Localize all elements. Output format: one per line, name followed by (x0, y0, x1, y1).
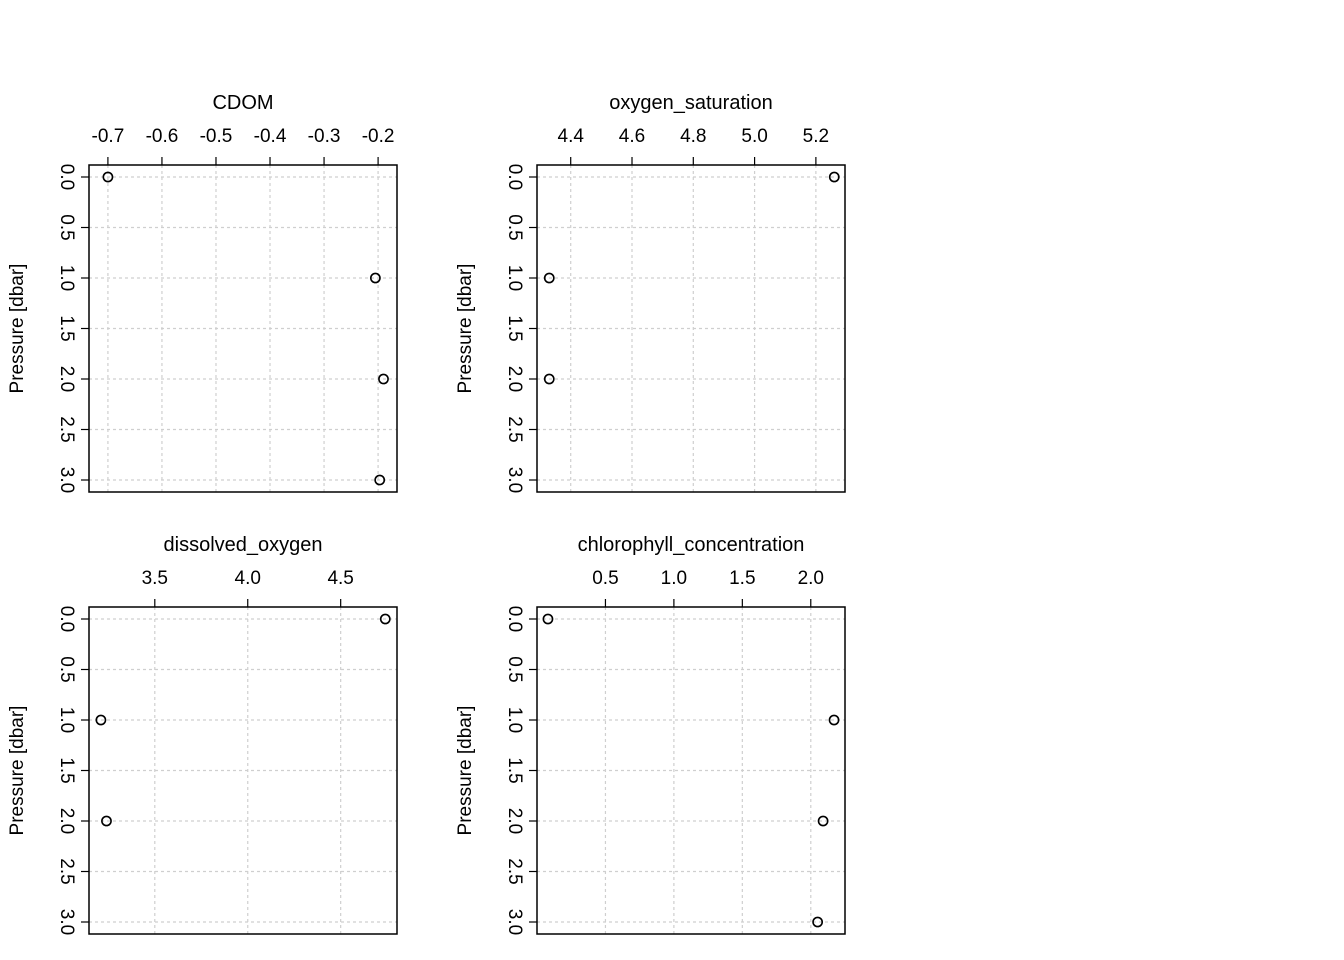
x-tick-label: 5.0 (741, 126, 767, 147)
y-tick-label: 0.5 (504, 656, 525, 682)
y-tick-label: 1.5 (56, 315, 77, 341)
y-tick-label: 1.0 (504, 265, 525, 291)
data-point (828, 714, 840, 726)
y-tick-label: 0.0 (504, 164, 525, 190)
x-tick-label: 4.0 (235, 568, 261, 589)
y-tick-label: 1.0 (56, 707, 77, 733)
data-point (102, 171, 114, 183)
panel-2: 4.4 4.6 4.8 5.0 5.2 0.0 0.5 1.0 1.5 2.0 2.5 3.0 oxyg… (455, 92, 846, 493)
y-tick-label: 1.5 (504, 757, 525, 783)
panel-title: dissolved_oxygen (164, 534, 323, 556)
x-tick-label: 4.5 (327, 568, 353, 589)
x-tick-label: -0.3 (308, 126, 341, 147)
x-tick-label: 3.5 (142, 568, 168, 589)
x-tick-label: 1.0 (661, 568, 687, 589)
y-tick-label: 1.5 (504, 315, 525, 341)
y-tick-label: 0.5 (56, 214, 77, 240)
x-tick-label: -0.5 (200, 126, 233, 147)
y-tick-label: 3.0 (56, 467, 77, 493)
data-point (543, 272, 555, 284)
y-axis-label: Pressure [dbar] (7, 264, 28, 394)
data-point (828, 171, 840, 183)
y-tick-label: 2.0 (56, 366, 77, 392)
y-axis-label: Pressure [dbar] (455, 706, 476, 836)
x-tick-label: -0.7 (92, 126, 125, 147)
y-tick-label: 2.5 (56, 858, 77, 884)
plot-frame (536, 164, 846, 493)
y-tick-label: 2.5 (56, 416, 77, 442)
x-tick-label: -0.2 (362, 126, 395, 147)
plot-frame (88, 606, 398, 935)
y-tick-label: 3.0 (56, 909, 77, 935)
y-tick-label: 0.0 (504, 606, 525, 632)
x-tick-label: 5.2 (803, 126, 829, 147)
data-point (101, 815, 112, 827)
panel-title: CDOM (212, 92, 273, 114)
panel-3: 3.5 4.0 4.5 0.0 0.5 1.0 1.5 2.0 2.5 3.0 dissolved_… (7, 534, 398, 935)
data-point (543, 373, 555, 385)
x-tick-label: 0.5 (592, 568, 618, 589)
x-tick-label: -0.4 (254, 126, 287, 147)
y-tick-label: 2.5 (504, 858, 525, 884)
y-tick-label: 1.0 (56, 265, 77, 291)
x-tick-label: 4.8 (680, 126, 706, 147)
data-point (542, 613, 554, 625)
y-axis-label: Pressure [dbar] (7, 706, 28, 836)
data-point (369, 272, 381, 284)
y-tick-label: 2.0 (504, 808, 525, 834)
y-tick-label: 2.5 (504, 416, 525, 442)
x-tick-label: 4.4 (558, 126, 585, 147)
x-tick-label: 1.5 (729, 568, 755, 589)
y-tick-label: 0.0 (56, 606, 77, 632)
data-point (374, 474, 386, 486)
y-tick-label: 1.5 (56, 757, 77, 783)
panel-4: 0.5 1.0 1.5 2.0 0.0 0.5 1.0 1.5 2.0 2.5 3.0 chlorop… (455, 534, 846, 935)
y-tick-label: 0.5 (504, 214, 525, 240)
y-tick-label: 2.0 (504, 366, 525, 392)
plot-frame (536, 606, 846, 935)
x-tick-label: -0.6 (146, 126, 179, 147)
data-point (812, 916, 824, 928)
y-axis-label: Pressure [dbar] (455, 264, 476, 394)
y-tick-label: 0.0 (56, 164, 77, 190)
y-tick-label: 0.5 (56, 656, 77, 682)
panel-1: -0.7 -0.6 -0.5 -0.4 -0.3 -0.2 0.0 0.5 1.0 1.5 2.0 2… (7, 92, 398, 493)
data-point (379, 613, 391, 625)
x-tick-label: 2.0 (798, 568, 824, 589)
panel-title: chlorophyll_concentration (578, 534, 805, 556)
data-point (378, 373, 389, 385)
x-tick-label: 4.6 (619, 126, 645, 147)
data-point (817, 815, 829, 827)
plot-frame (88, 164, 398, 493)
y-tick-label: 3.0 (504, 467, 525, 493)
y-tick-label: 1.0 (504, 707, 525, 733)
panel-title: oxygen_saturation (609, 92, 772, 114)
y-tick-label: 2.0 (56, 808, 77, 834)
data-point (95, 714, 107, 726)
y-tick-label: 3.0 (504, 909, 525, 935)
